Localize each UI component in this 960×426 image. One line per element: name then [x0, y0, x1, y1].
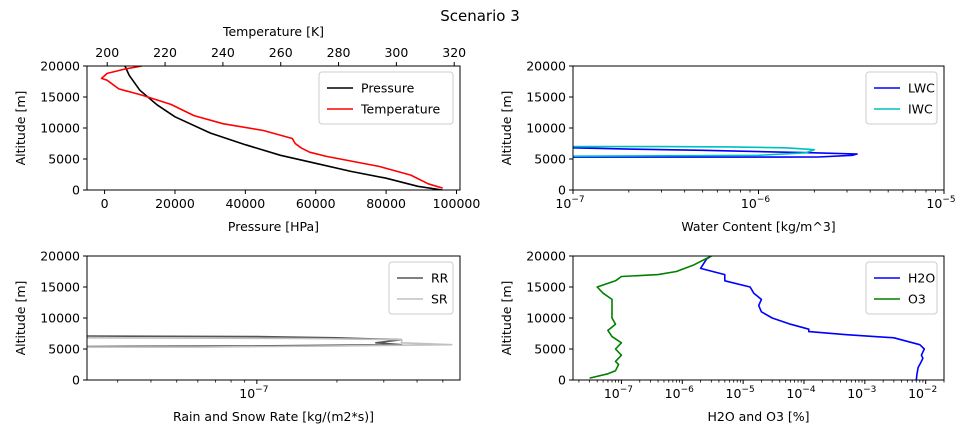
x-tick-exponent: −6	[681, 385, 695, 395]
legend: Pressure Temperature	[318, 71, 454, 125]
y-axis-label: Altitude [m]	[499, 91, 514, 166]
x-axis-label: Rain and Snow Rate [kg/(m2*s)]	[173, 409, 374, 424]
x-tick-exponent: −3	[863, 385, 876, 395]
x-tick-exponent: −2	[924, 385, 937, 395]
x2-axis-label: Temperature [K]	[222, 24, 324, 39]
y-tick-label: 20000	[40, 249, 80, 264]
x-tick-label: 10−6	[741, 195, 770, 211]
x-tick-label: 60000	[296, 196, 336, 211]
x-tick-exponent: −5	[741, 385, 754, 395]
y-tick-label: 0	[72, 183, 80, 198]
series-group	[573, 145, 858, 158]
y-tick-label: 0	[558, 183, 566, 198]
legend-entry: Temperature	[360, 102, 440, 117]
x-tick-label: 10−7	[604, 385, 633, 401]
y-tick-label: 5000	[48, 342, 80, 357]
legend-entry: H2O	[908, 271, 935, 286]
y-tick-label: 15000	[526, 280, 566, 295]
y-axis-label: Altitude [m]	[13, 91, 28, 166]
x-tick-label: 40000	[225, 196, 265, 211]
x-axis-label: H2O and O3 [%]	[707, 409, 809, 424]
x2-tick-label: 240	[211, 45, 235, 60]
series-group	[100, 66, 443, 190]
series-line-sr	[87, 336, 453, 348]
x-tick-exponent: −6	[757, 195, 771, 205]
series-line-pressure	[124, 66, 443, 190]
y-tick-label: 10000	[40, 121, 80, 136]
x-axis-label: Water Content [kg/m^3]	[681, 219, 835, 234]
y-tick-label: 5000	[534, 342, 566, 357]
x-tick-label: 0	[101, 196, 109, 211]
y-tick-label: 15000	[40, 90, 80, 105]
y-tick-label: 15000	[526, 90, 566, 105]
x-tick-label: 10−2	[908, 385, 937, 401]
series-line-o3	[589, 256, 712, 379]
legend-entry: LWC	[908, 81, 935, 96]
x-tick-exponent: −7	[571, 195, 584, 205]
y-tick-label: 10000	[526, 121, 566, 136]
legend-box	[318, 71, 454, 125]
x2-tick-label: 220	[153, 45, 177, 60]
y-tick-label: 5000	[534, 152, 566, 167]
y-tick-label: 15000	[40, 280, 80, 295]
legend-box	[388, 261, 454, 315]
x-tick-label: 80000	[366, 196, 406, 211]
x-tick-label: 20000	[155, 196, 195, 211]
legend-box	[865, 261, 938, 315]
legend-entry: Pressure	[361, 81, 415, 96]
x-tick-exponent: −7	[620, 385, 633, 395]
series-group	[87, 335, 453, 348]
y-tick-label: 10000	[40, 311, 80, 326]
plot-p3: 0 5000 10000 15000 20000 Altitude [m] 10−7 Rain…	[13, 249, 461, 424]
y-tick-label: 20000	[526, 59, 566, 74]
legend-entry: IWC	[908, 102, 933, 117]
plot-p1: 0 5000 10000 15000 20000 Altitude [m] 0 20000 40…	[13, 24, 480, 234]
x-tick-label: 10−7	[555, 195, 584, 211]
series-line-lwc	[573, 147, 858, 158]
y-tick-label: 20000	[526, 249, 566, 264]
y-tick-label: 20000	[40, 59, 80, 74]
y-tick-label: 0	[558, 373, 566, 388]
x-tick-label: 10−3	[847, 385, 876, 401]
x-tick-exponent: −5	[942, 195, 955, 205]
plot-p2: 0 5000 10000 15000 20000 Altitude [m] 10−7 10−6…	[499, 59, 956, 235]
y-tick-label: 5000	[48, 152, 80, 167]
x-tick-label: 10−7	[239, 385, 268, 401]
series-line-temperature	[100, 66, 443, 189]
legend-entry: RR	[431, 271, 449, 286]
y-tick-label: 0	[72, 373, 80, 388]
y-axis-label: Altitude [m]	[499, 281, 514, 356]
legend-box	[865, 71, 938, 125]
series-line-iwc	[573, 145, 816, 157]
x-tick-exponent: −7	[255, 385, 268, 395]
x-tick-label: 100000	[433, 196, 481, 211]
y-tick-label: 10000	[526, 311, 566, 326]
x-tick-label: 10−5	[926, 195, 955, 211]
series-line-h2o	[699, 256, 926, 380]
x-tick-label: 10−5	[726, 385, 755, 401]
legend: RR SR	[388, 261, 454, 315]
x-tick-label: 10−4	[786, 385, 815, 401]
x2-tick-label: 260	[269, 45, 293, 60]
x-tick-exponent: −4	[802, 385, 816, 395]
x-axis-label: Pressure [HPa]	[228, 219, 319, 234]
legend: LWC IWC	[865, 71, 938, 125]
x2-tick-label: 280	[327, 45, 351, 60]
x2-tick-label: 320	[442, 45, 466, 60]
series-group	[589, 256, 926, 380]
plot-p4: 0 5000 10000 15000 20000 Altitude [m] 10−7 10−6…	[499, 249, 945, 424]
x2-tick-label: 200	[95, 45, 119, 60]
figure-title: Scenario 3	[440, 7, 520, 25]
legend-entry: SR	[431, 292, 448, 307]
y-axis-label: Altitude [m]	[13, 281, 28, 356]
x-tick-label: 10−6	[665, 385, 694, 401]
x2-tick-label: 300	[384, 45, 408, 60]
legend-entry: O3	[908, 292, 926, 307]
